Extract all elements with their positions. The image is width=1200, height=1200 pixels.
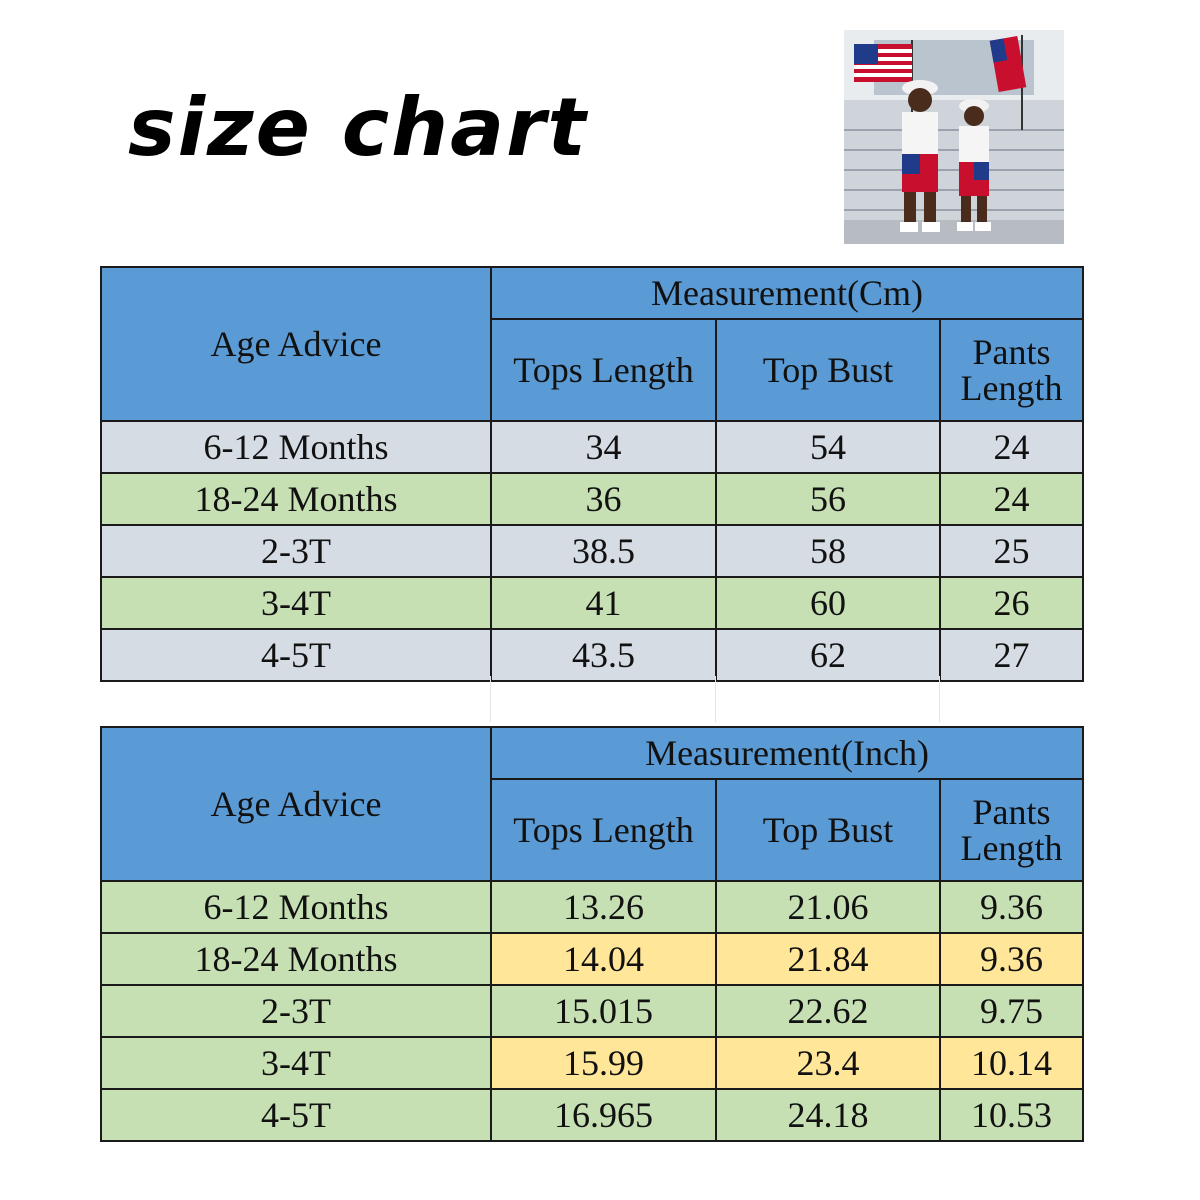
table-spacer	[100, 676, 1082, 722]
table-row: 6-12 Months 13.26 21.06 9.36	[100, 880, 1084, 934]
tops-length-cell: 14.04	[490, 932, 717, 986]
age-advice-header: Age Advice	[100, 266, 492, 422]
table-row: 18-24 Months 14.04 21.84 9.36	[100, 932, 1084, 986]
table-row: 6-12 Months 34 54 24	[100, 420, 1084, 474]
pants-length-cell: 26	[939, 576, 1084, 630]
table-row: 3-4T 41 60 26	[100, 576, 1084, 630]
size-table-inch: Age Advice Measurement(Inch) Tops Length…	[100, 726, 1084, 1142]
pants-length-cell: 24	[939, 472, 1084, 526]
spacer-cell	[490, 676, 716, 722]
pants-length-cell: 24	[939, 420, 1084, 474]
tops-length-cell: 43.5	[490, 628, 717, 682]
tops-length-header: Tops Length	[490, 778, 717, 882]
table-subheader-row: Tops Length Top Bust Pants Length	[101, 318, 1084, 422]
top-bust-header: Top Bust	[715, 318, 941, 422]
top-bust-cell: 23.4	[715, 1036, 941, 1090]
product-photo-illustration	[844, 30, 1064, 244]
size-table-cm: Age Advice Measurement(Cm) Tops Length T…	[100, 266, 1084, 682]
tops-length-cell: 15.015	[490, 984, 717, 1038]
page-title: size chart	[128, 81, 588, 174]
table-row: 4-5T 43.5 62 27	[100, 628, 1084, 682]
age-cell: 2-3T	[100, 984, 492, 1038]
top-bust-header: Top Bust	[715, 778, 941, 882]
tops-length-cell: 34	[490, 420, 717, 474]
age-cell: 18-24 Months	[100, 932, 492, 986]
pants-length-cell: 9.36	[939, 880, 1084, 934]
pants-length-cell: 10.53	[939, 1088, 1084, 1142]
table-row: 3-4T 15.99 23.4 10.14	[100, 1036, 1084, 1090]
top-bust-cell: 21.84	[715, 932, 941, 986]
pants-length-cell: 10.14	[939, 1036, 1084, 1090]
table-header-row: Age Advice Measurement(Inch)	[100, 726, 1084, 882]
tops-length-cell: 16.965	[490, 1088, 717, 1142]
pants-length-cell: 25	[939, 524, 1084, 578]
age-cell: 6-12 Months	[100, 420, 492, 474]
top-bust-cell: 60	[715, 576, 941, 630]
age-cell: 3-4T	[100, 1036, 492, 1090]
pants-length-header: Pants Length	[939, 318, 1084, 422]
age-cell: 3-4T	[100, 576, 492, 630]
top-bust-cell: 62	[715, 628, 941, 682]
top-bust-cell: 22.62	[715, 984, 941, 1038]
age-advice-header: Age Advice	[100, 726, 492, 882]
tops-length-cell: 41	[490, 576, 717, 630]
measurement-group-header: Measurement(Inch)	[490, 726, 1084, 780]
tops-length-cell: 13.26	[490, 880, 717, 934]
pants-length-header: Pants Length	[939, 778, 1084, 882]
age-cell: 2-3T	[100, 524, 492, 578]
table-row: 18-24 Months 36 56 24	[100, 472, 1084, 526]
table-subheader-row: Tops Length Top Bust Pants Length	[101, 778, 1084, 882]
measurement-group-header: Measurement(Cm)	[490, 266, 1084, 320]
pants-length-cell: 9.75	[939, 984, 1084, 1038]
tops-length-cell: 36	[490, 472, 717, 526]
spacer-cell	[715, 676, 940, 722]
age-cell: 6-12 Months	[100, 880, 492, 934]
age-cell: 18-24 Months	[100, 472, 492, 526]
table-header-row: Age Advice Measurement(Cm)	[100, 266, 1084, 422]
tops-length-header: Tops Length	[490, 318, 717, 422]
top-bust-cell: 24.18	[715, 1088, 941, 1142]
pants-length-cell: 27	[939, 628, 1084, 682]
table-row: 2-3T 15.015 22.62 9.75	[100, 984, 1084, 1038]
age-cell: 4-5T	[100, 628, 492, 682]
product-photo	[844, 30, 1064, 244]
spacer-cell	[100, 676, 491, 722]
table-row: 2-3T 38.5 58 25	[100, 524, 1084, 578]
top-bust-cell: 21.06	[715, 880, 941, 934]
table-row: 4-5T 16.965 24.18 10.53	[100, 1088, 1084, 1142]
top-bust-cell: 58	[715, 524, 941, 578]
top-bust-cell: 54	[715, 420, 941, 474]
pants-length-cell: 9.36	[939, 932, 1084, 986]
age-cell: 4-5T	[100, 1088, 492, 1142]
top-bust-cell: 56	[715, 472, 941, 526]
tops-length-cell: 38.5	[490, 524, 717, 578]
tops-length-cell: 15.99	[490, 1036, 717, 1090]
